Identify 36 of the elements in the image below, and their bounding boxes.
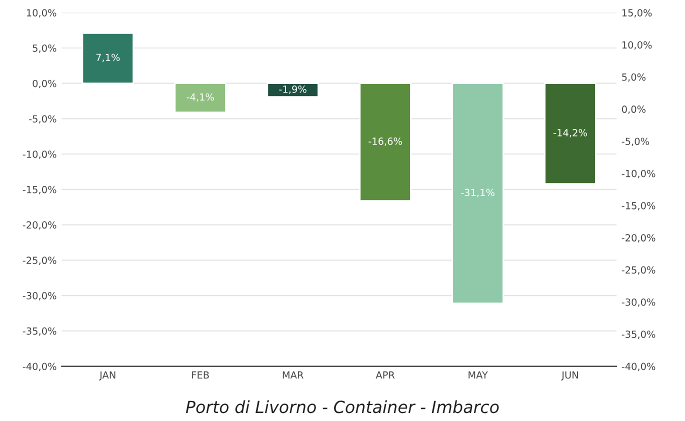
y-tick-label: -10,0% (22, 150, 56, 159)
x-tick-label: APR (376, 371, 395, 379)
y2-tick-label: 15,0% (622, 9, 652, 18)
y-tick-label: 10,0% (26, 9, 56, 18)
y-tick-label: 0,0% (32, 80, 56, 88)
y2-tick-label: 10,0% (622, 41, 652, 50)
y2-tick-label: -20,0% (622, 234, 656, 242)
y-tick-label: -25,0% (22, 256, 56, 265)
data-label: -31,1% (461, 188, 494, 198)
data-label: -4,1% (186, 93, 214, 102)
y-tick-label: 5,0% (32, 44, 56, 53)
y2-tick-label: -5,0% (622, 138, 650, 146)
data-label: -1,9% (279, 86, 306, 94)
x-tick-label: JAN (99, 371, 116, 380)
y2-tick-label: 0,0% (622, 106, 646, 114)
text: Porto di Livorno - Container - Imbarco (186, 400, 499, 414)
y2-tick-label: -40,0% (622, 362, 656, 372)
y-tick-label: -20,0% (22, 221, 56, 230)
y-tick-label: -5,0% (29, 115, 56, 124)
y-tick-label: -15,0% (22, 186, 56, 194)
x-tick-label: JUN (561, 371, 578, 380)
y2-tick-label: -15,0% (622, 202, 656, 210)
data-label: 7,1% (96, 54, 120, 62)
y-tick-label: -40,0% (22, 362, 56, 372)
y2-tick-label: 5,0% (622, 73, 646, 82)
y-tick-label: -35,0% (22, 327, 56, 336)
y2-tick-label: -30,0% (622, 298, 656, 307)
data-label: -14,2% (554, 129, 587, 138)
y2-tick-label: -25,0% (622, 266, 656, 275)
y2-tick-label: -10,0% (622, 170, 656, 178)
x-tick-label: FEB (192, 371, 209, 379)
x-tick-label: MAY (468, 371, 488, 379)
y-tick-label: -30,0% (22, 292, 56, 300)
data-label: -16,6% (368, 138, 402, 146)
x-tick-label: MAR (282, 371, 304, 379)
y2-tick-label: -35,0% (622, 330, 656, 339)
